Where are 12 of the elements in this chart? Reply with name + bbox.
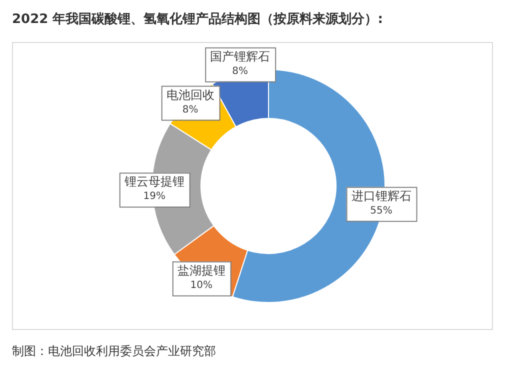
slice-label: 盐湖提锂 [177, 263, 226, 278]
text: 制图：电池回收利用委员会产业研究部 [12, 343, 216, 360]
slice-label: 国产锂辉石 [210, 50, 270, 64]
slice-label: 电池回收 [166, 88, 214, 102]
data-label: 8% [232, 66, 248, 78]
slice-label: 进口锂辉石 [351, 188, 412, 203]
data-label: 8% [182, 104, 198, 116]
data-label: 55% [370, 205, 392, 216]
data-label: 19% [143, 191, 166, 202]
slice-label: 锂云母提锂 [123, 174, 184, 189]
data-label: 10% [190, 280, 213, 291]
chart-title: 2022 年我国碳酸锂、氢氧化锂产品结构图（按原料来源划分）: [12, 10, 383, 28]
